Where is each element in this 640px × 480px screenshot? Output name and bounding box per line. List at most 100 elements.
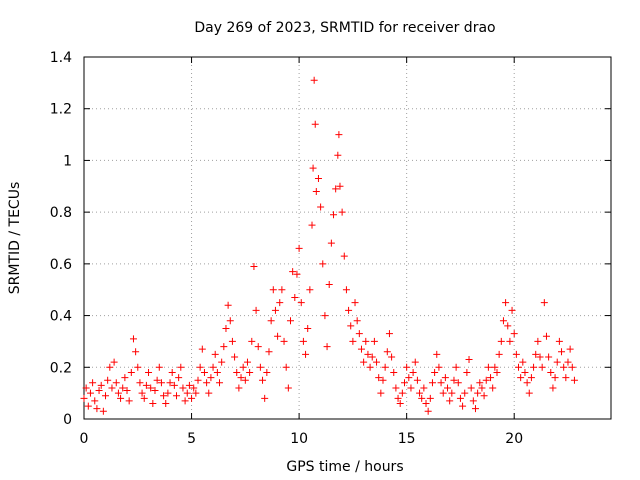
data-point — [508, 306, 516, 314]
data-point — [471, 405, 479, 413]
data-point — [218, 358, 226, 366]
data-point — [162, 399, 170, 407]
data-point — [211, 350, 219, 358]
data-point — [482, 376, 490, 384]
data-point — [289, 268, 297, 276]
data-point — [129, 335, 137, 343]
data-point — [375, 374, 383, 382]
data-point — [127, 368, 135, 376]
data-point — [342, 286, 350, 294]
data-point — [521, 368, 529, 376]
data-point — [252, 306, 260, 314]
grid-lines — [84, 57, 611, 419]
data-point — [347, 322, 355, 330]
data-point — [140, 394, 148, 402]
data-point — [295, 244, 303, 252]
data-point — [164, 389, 172, 397]
data-point — [149, 399, 157, 407]
data-point — [183, 389, 191, 397]
data-point — [104, 376, 112, 384]
data-point — [110, 358, 118, 366]
data-point — [538, 363, 546, 371]
data-point — [284, 384, 292, 392]
data-point — [416, 389, 424, 397]
data-point — [355, 330, 363, 338]
data-point — [142, 381, 150, 389]
data-point — [357, 345, 365, 353]
data-point — [239, 363, 247, 371]
data-point — [231, 353, 239, 361]
data-point — [523, 379, 531, 387]
data-point — [106, 363, 114, 371]
data-point — [138, 389, 146, 397]
data-point — [411, 358, 419, 366]
data-point — [311, 120, 319, 128]
data-point — [536, 353, 544, 361]
data-point — [437, 379, 445, 387]
data-point — [200, 368, 208, 376]
data-point — [454, 379, 462, 387]
data-point — [420, 384, 428, 392]
data-point — [405, 374, 413, 382]
data-point — [338, 208, 346, 216]
data-point — [302, 350, 310, 358]
x-tick-label: 20 — [505, 431, 523, 447]
data-point — [297, 299, 305, 307]
data-point — [373, 358, 381, 366]
data-point — [147, 384, 155, 392]
data-point — [309, 164, 317, 172]
data-point — [525, 389, 533, 397]
x-tick-label: 15 — [398, 431, 416, 447]
data-point — [166, 379, 174, 387]
data-point — [198, 345, 206, 353]
data-point — [246, 368, 254, 376]
data-point — [267, 317, 275, 325]
data-point — [512, 350, 520, 358]
data-point — [340, 252, 348, 260]
data-point — [80, 394, 88, 402]
data-point — [190, 384, 198, 392]
data-point — [254, 343, 262, 351]
data-point — [379, 376, 387, 384]
data-point — [478, 384, 486, 392]
data-point — [403, 363, 411, 371]
data-point — [123, 387, 131, 395]
data-point — [151, 387, 159, 395]
data-point — [370, 337, 378, 345]
data-point — [553, 358, 561, 366]
data-point — [265, 348, 273, 356]
data-point — [121, 374, 129, 382]
data-point — [385, 330, 393, 338]
data-point — [345, 306, 353, 314]
data-point — [278, 286, 286, 294]
data-point — [418, 394, 426, 402]
data-point — [426, 394, 434, 402]
y-tick-label: 0.2 — [50, 360, 72, 376]
x-tick-label: 0 — [80, 431, 89, 447]
data-point — [332, 185, 340, 193]
data-point — [194, 376, 202, 384]
data-point — [89, 379, 97, 387]
data-point — [381, 363, 389, 371]
data-point — [566, 345, 574, 353]
x-axis-label: GPS time / hours — [286, 459, 403, 475]
data-point — [497, 337, 505, 345]
data-point — [446, 397, 454, 405]
data-point — [168, 368, 176, 376]
data-point — [547, 368, 555, 376]
data-point — [323, 343, 331, 351]
data-point — [185, 381, 193, 389]
data-point — [335, 131, 343, 139]
y-tick-label: 1 — [63, 153, 72, 169]
y-axis-label: SRMTID / TECUs — [7, 182, 23, 295]
data-point — [293, 270, 301, 278]
data-point — [274, 332, 282, 340]
data-point — [117, 394, 125, 402]
data-point — [192, 389, 200, 397]
data-point — [388, 353, 396, 361]
y-tick-label: 0.6 — [50, 257, 72, 273]
data-point — [499, 317, 507, 325]
data-point — [444, 384, 452, 392]
data-point — [463, 368, 471, 376]
data-point — [224, 301, 232, 309]
